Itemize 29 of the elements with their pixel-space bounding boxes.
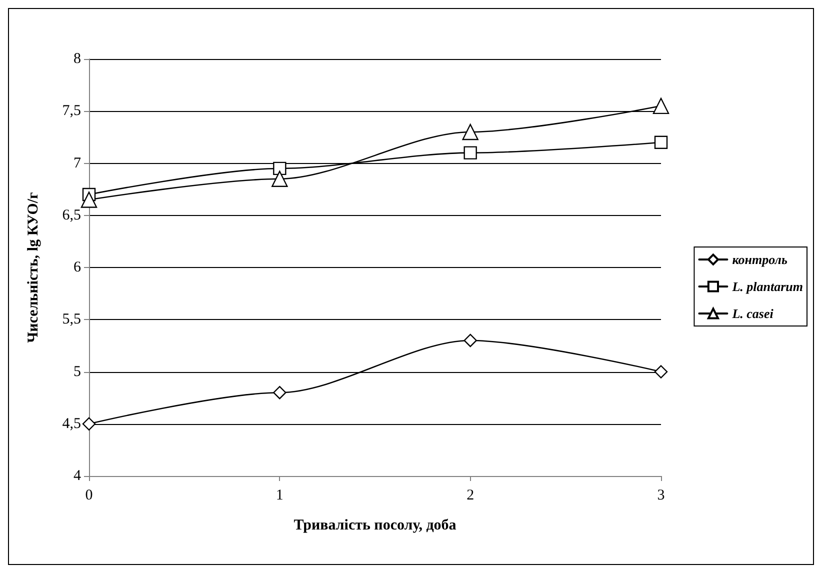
y-tick-label: 4 [74,468,82,484]
x-tick-label: 2 [466,488,474,504]
point [464,334,477,348]
x-tick-label: 0 [85,488,93,504]
y-tick-label: 8 [74,51,81,67]
point [273,386,286,400]
legend-label: контроль [732,252,788,267]
point [464,146,477,160]
legend-label: L. plantarum [731,279,803,294]
y-axis-title: Чисельність, lg КУО/г [26,192,42,343]
y-tick-label: 6 [74,260,82,276]
point [654,365,668,378]
point [80,192,98,208]
x-tick-label: 3 [657,488,665,504]
y-tick-label: 7 [74,155,82,172]
legend-label: L. casei [731,306,774,321]
point [654,136,668,149]
point [462,124,478,140]
y-tick-label: 5 [74,364,81,380]
point [272,170,288,187]
point [273,162,286,176]
y-tick-label: 6,5 [62,207,81,224]
y-tick-label: 4,5 [62,416,81,432]
y-tick-label: 5,5 [62,312,81,328]
y-tick-label: 7,5 [62,103,81,120]
point [82,417,96,430]
x-axis-title: Тривалість посолу, доба [294,518,457,534]
point [652,98,670,114]
x-tick-label: 1 [276,488,284,504]
